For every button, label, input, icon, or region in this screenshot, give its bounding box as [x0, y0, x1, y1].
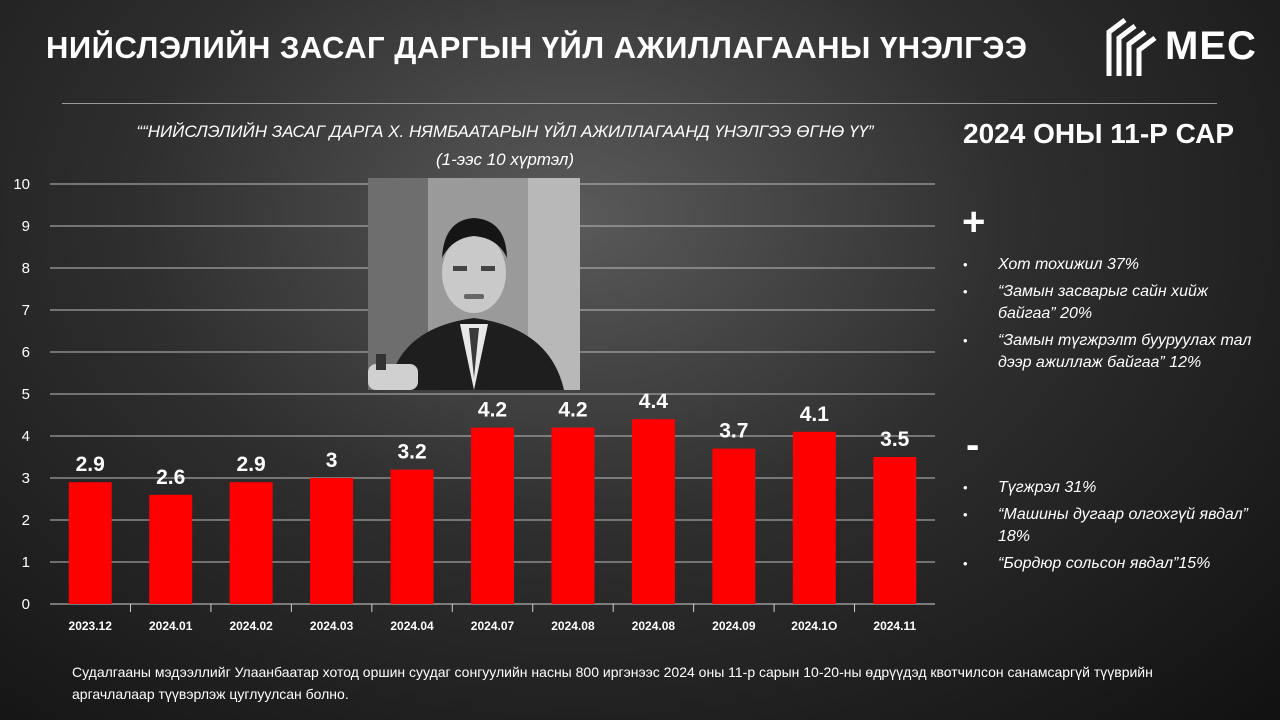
- x-tick-label: 2024.01: [149, 619, 193, 633]
- bar: [551, 427, 595, 604]
- y-tick-label: 0: [22, 596, 30, 613]
- y-tick-label: 6: [22, 344, 30, 361]
- y-tick-label: 9: [22, 218, 30, 235]
- bar: [68, 482, 112, 604]
- bar: [631, 419, 675, 604]
- month-title: 2024 ОНЫ 11-Р САР: [963, 118, 1235, 149]
- page-title: НИЙСЛЭЛИЙН ЗАСАГ ДАРГЫН ҮЙЛ АЖИЛЛАГААНЫ …: [46, 30, 1028, 65]
- y-tick-label: 2: [22, 512, 30, 529]
- negative-point: “Бордюр сольсон явдал”15%: [963, 553, 1263, 575]
- bar: [471, 427, 514, 604]
- bar: [873, 457, 917, 604]
- bar: [310, 478, 354, 604]
- bar-data-label: 3.2: [397, 441, 426, 464]
- mec-logo: MEC: [1103, 14, 1273, 80]
- negative-point: Түгжрэл 31%: [963, 477, 1263, 499]
- y-tick-label: 7: [22, 302, 30, 319]
- y-tick-label: 1: [22, 554, 30, 571]
- bar: [712, 448, 756, 604]
- bar: [229, 482, 273, 604]
- bar-data-label: 3.7: [719, 420, 748, 443]
- bar-data-label: 4.2: [478, 399, 507, 422]
- methodology-note: Судалгааны мэдээллийг Улаанбаатар хотод …: [72, 664, 1153, 702]
- bar-data-label: 3.5: [880, 428, 910, 451]
- negative-points-list: Түгжрэл 31% “Машины дугаар олгохгүй явда…: [963, 477, 1263, 580]
- chart-title-line1: ““НИЙСЛЭЛИЙН ЗАСАГ ДАРГА Х. НЯМБААТАРЫН …: [136, 122, 874, 141]
- x-tick-label: 2024.04: [390, 619, 434, 633]
- positive-point: Хот тохижил 37%: [963, 254, 1263, 276]
- chart-title: ““НИЙСЛЭЛИЙН ЗАСАГ ДАРГА Х. НЯМБААТАРЫН …: [60, 118, 950, 174]
- x-tick-label: 2024.09: [712, 619, 756, 633]
- positive-sign: +: [962, 200, 986, 244]
- x-tick-label: 2024.07: [471, 619, 515, 633]
- x-tick-label: 2024.08: [632, 619, 676, 633]
- bar-data-label: 4.1: [800, 403, 830, 426]
- positive-point: “Замын засварыг сайн хийж байгаа” 20%: [963, 281, 1263, 325]
- negative-sign: -: [966, 423, 980, 467]
- x-tick-label: 2023.12: [69, 619, 113, 633]
- person-photo: [368, 178, 580, 390]
- x-tick-label: 2024.08: [551, 619, 595, 633]
- positive-point: “Замын түгжрэлт бууруулах тал дээр ажилл…: [963, 330, 1263, 374]
- chart-title-line2: (1-ээс 10 хүртэл): [435, 150, 574, 169]
- negative-point: “Машины дугаар олгохгүй явдал” 18%: [963, 504, 1263, 548]
- y-tick-label: 8: [22, 260, 30, 277]
- header-divider: [62, 103, 1217, 104]
- y-tick-label: 3: [22, 470, 30, 487]
- logo-text: MEC: [1165, 24, 1257, 68]
- bar: [149, 494, 193, 604]
- bar-data-label: 4.4: [639, 390, 669, 413]
- bar: [792, 431, 836, 604]
- bar: [390, 469, 434, 604]
- x-tick-label: 2024.03: [310, 619, 354, 633]
- mec-logo-icon: [1106, 18, 1157, 76]
- bar-chart: 0 1 2 3 4 5 6 7 8 9 10 2.9 2023.12 2.6 2024.01 2.9 2024.…: [13, 176, 935, 633]
- x-tick-label: 2024.1O: [791, 619, 837, 633]
- bar-data-label: 2.6: [156, 466, 185, 489]
- positive-points-list: Хот тохижил 37% “Замын засварыг сайн хий…: [963, 254, 1263, 379]
- bar-data-label: 4.2: [558, 399, 587, 422]
- bar-data-label: 2.9: [237, 453, 266, 476]
- y-tick-label: 5: [22, 386, 30, 403]
- x-tick-label: 2024.11: [873, 619, 916, 633]
- x-tick-label: 2024.02: [229, 619, 273, 633]
- y-tick-label: 4: [22, 428, 30, 445]
- y-tick-label: 10: [13, 176, 30, 193]
- portrait-illustration: [368, 178, 580, 390]
- bar-data-label: 3: [326, 449, 338, 472]
- bar-data-label: 2.9: [76, 453, 105, 476]
